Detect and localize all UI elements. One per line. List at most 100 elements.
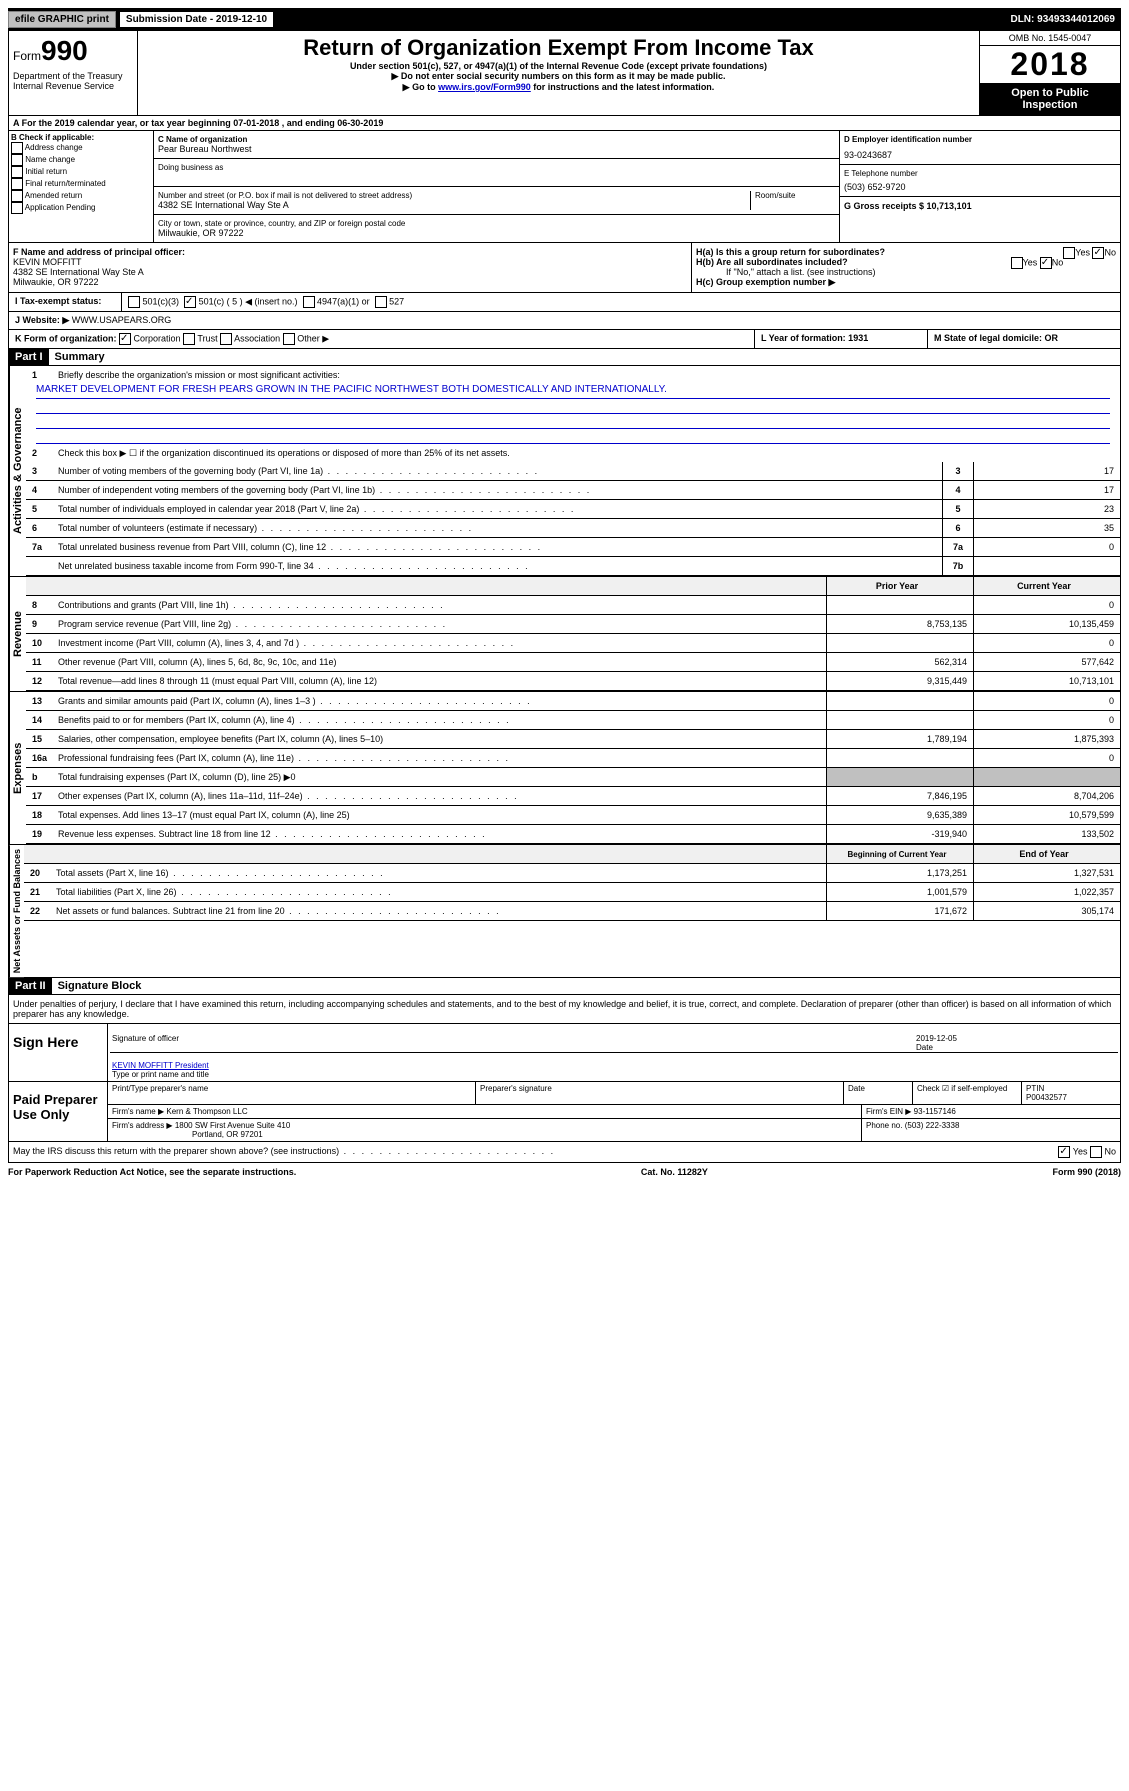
chk-assoc[interactable] <box>220 333 232 345</box>
submission-date: Submission Date - 2019-12-10 <box>120 12 273 27</box>
r12-curr: 10,713,101 <box>973 672 1120 690</box>
e-label: E Telephone number <box>844 169 1116 178</box>
r10-prior <box>826 634 973 652</box>
r11-label: Other revenue (Part VIII, column (A), li… <box>56 655 826 669</box>
hb-yes[interactable] <box>1011 257 1023 269</box>
r6-label: Total number of volunteers (estimate if … <box>56 521 942 535</box>
addr-label: Number and street (or P.O. box if mail i… <box>158 191 750 200</box>
chk-501c[interactable] <box>184 296 196 308</box>
officer-group-block: F Name and address of principal officer:… <box>8 243 1121 293</box>
firm-name: Kern & Thompson LLC <box>166 1107 247 1116</box>
irs-link[interactable]: www.irs.gov/Form990 <box>438 82 531 92</box>
r17-prior: 7,846,195 <box>826 787 973 805</box>
r22-label: Net assets or fund balances. Subtract li… <box>54 904 826 918</box>
vert-revenue: Revenue <box>9 577 26 691</box>
r5-label: Total number of individuals employed in … <box>56 502 942 516</box>
r18-label: Total expenses. Add lines 13–17 (must eq… <box>56 808 826 822</box>
chk-app-pending[interactable]: Application Pending <box>11 202 151 214</box>
website-value: WWW.USAPEARS.ORG <box>72 315 172 325</box>
form-number: Form990 <box>13 35 133 67</box>
firm-addr2: Portland, OR 97201 <box>112 1130 263 1139</box>
d-label: D Employer identification number <box>844 135 1116 144</box>
org-address: 4382 SE International Way Ste A <box>158 200 750 210</box>
state-domicile: M State of legal domicile: OR <box>928 330 1120 348</box>
part2-label: Part II <box>9 978 52 994</box>
end-year-header: End of Year <box>973 845 1120 863</box>
r16a-label: Professional fundraising fees (Part IX, … <box>56 751 826 765</box>
r14-prior <box>826 711 973 729</box>
r8-label: Contributions and grants (Part VIII, lin… <box>56 598 826 612</box>
ein-value: 93-0243687 <box>844 144 1116 160</box>
officer-addr: 4382 SE International Way Ste A <box>13 267 687 277</box>
r16a-curr: 0 <box>973 749 1120 767</box>
chk-4947[interactable] <box>303 296 315 308</box>
firm-addr1: 1800 SW First Avenue Suite 410 <box>175 1121 290 1130</box>
cat-no: Cat. No. 11282Y <box>641 1167 708 1177</box>
vert-governance: Activities & Governance <box>9 366 26 576</box>
r16b-curr <box>973 768 1120 786</box>
chk-name-change[interactable]: Name change <box>11 154 151 166</box>
chk-501c3[interactable] <box>128 296 140 308</box>
r8-curr: 0 <box>973 596 1120 614</box>
prep-name-label: Print/Type preparer's name <box>108 1082 476 1104</box>
discuss-label: May the IRS discuss this return with the… <box>13 1146 555 1158</box>
r7b-label: Net unrelated business taxable income fr… <box>56 559 942 573</box>
prior-year-header: Prior Year <box>826 577 973 595</box>
org-name: Pear Bureau Northwest <box>158 144 835 154</box>
r18-prior: 9,635,389 <box>826 806 973 824</box>
gross-receipts: G Gross receipts $ 10,713,101 <box>844 201 1116 211</box>
chk-corp[interactable] <box>119 333 131 345</box>
sig-officer-field[interactable]: Signature of officer <box>110 1026 914 1053</box>
omb-number: OMB No. 1545-0047 <box>980 31 1120 46</box>
form-subtitle-1: Under section 501(c), 527, or 4947(a)(1)… <box>142 61 975 71</box>
r22-prior: 171,672 <box>826 902 973 920</box>
officer-name: KEVIN MOFFITT <box>13 257 687 267</box>
r16b-prior <box>826 768 973 786</box>
tax-year-line: A For the 2019 calendar year, or tax yea… <box>8 116 1121 131</box>
ha-no[interactable] <box>1092 247 1104 259</box>
r4-val: 17 <box>973 481 1120 499</box>
part2-bar: Part II Signature Block <box>8 978 1121 995</box>
hb-label: H(b) Are all subordinates included? <box>696 257 848 267</box>
r12-prior: 9,315,449 <box>826 672 973 690</box>
r5-val: 23 <box>973 500 1120 518</box>
r16b-label: Total fundraising expenses (Part IX, col… <box>56 770 826 785</box>
r10-curr: 0 <box>973 634 1120 652</box>
discuss-yes[interactable] <box>1058 1146 1070 1158</box>
ha-yes[interactable] <box>1063 247 1075 259</box>
r10-label: Investment income (Part VIII, column (A)… <box>56 636 826 650</box>
chk-final-return[interactable]: Final return/terminated <box>11 178 151 190</box>
part1-title: Summary <box>49 349 111 365</box>
r18-curr: 10,579,599 <box>973 806 1120 824</box>
r6-val: 35 <box>973 519 1120 537</box>
r13-curr: 0 <box>973 692 1120 710</box>
r9-prior: 8,753,135 <box>826 615 973 633</box>
r17-label: Other expenses (Part IX, column (A), lin… <box>56 789 826 803</box>
efile-button[interactable]: efile GRAPHIC print <box>8 11 116 28</box>
goto-post: for instructions and the latest informat… <box>531 82 715 92</box>
r20-curr: 1,327,531 <box>973 864 1120 882</box>
form-footer: Form 990 (2018) <box>1052 1167 1121 1177</box>
dba-label: Doing business as <box>158 163 835 172</box>
r19-curr: 133,502 <box>973 825 1120 843</box>
paid-prep-label: Paid Preparer Use Only <box>9 1082 108 1141</box>
part1-label: Part I <box>9 349 49 365</box>
b-label: B Check if applicable: <box>11 133 151 142</box>
chk-other[interactable] <box>283 333 295 345</box>
org-info-block: B Check if applicable: Address change Na… <box>8 131 1121 243</box>
r9-label: Program service revenue (Part VIII, line… <box>56 617 826 631</box>
hb-no[interactable] <box>1040 257 1052 269</box>
chk-amended[interactable]: Amended return <box>11 190 151 202</box>
r4-label: Number of independent voting members of … <box>56 483 942 497</box>
chk-527[interactable] <box>375 296 387 308</box>
revenue-table: Revenue Prior Year Current Year 8Contrib… <box>8 577 1121 692</box>
r3-val: 17 <box>973 462 1120 480</box>
prep-date-label: Date <box>844 1082 913 1104</box>
chk-initial-return[interactable]: Initial return <box>11 166 151 178</box>
officer-name-link[interactable]: KEVIN MOFFITT President <box>112 1061 209 1070</box>
discuss-no[interactable] <box>1090 1146 1102 1158</box>
signature-block: Sign Here Signature of officer 2019-12-0… <box>8 1024 1121 1163</box>
r7a-val: 0 <box>973 538 1120 556</box>
chk-address-change[interactable]: Address change <box>11 142 151 154</box>
chk-trust[interactable] <box>183 333 195 345</box>
